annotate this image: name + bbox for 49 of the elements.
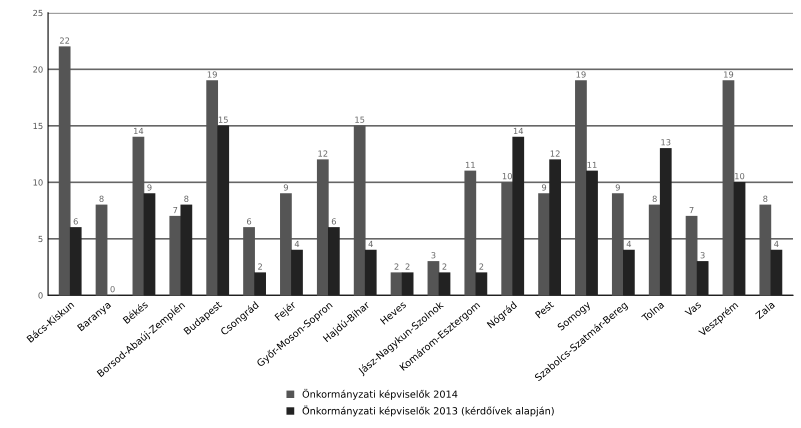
- y-tick-label: 0: [38, 292, 43, 299]
- data-label: 9: [147, 184, 152, 191]
- y-tick-label: 15: [34, 122, 42, 130]
- data-label: 10: [735, 173, 744, 180]
- data-label: 19: [576, 71, 586, 78]
- legend-label: Önkormányzati képviselők 2014: [302, 388, 458, 400]
- data-label: 3: [431, 252, 436, 258]
- data-label: 10: [502, 173, 512, 180]
- data-label: 15: [355, 116, 364, 123]
- data-label: 11: [466, 162, 475, 168]
- data-label: 19: [208, 71, 217, 78]
- data-label: 12: [550, 150, 560, 157]
- data-label: 4: [774, 240, 779, 247]
- data-label: 4: [368, 240, 373, 247]
- data-label: 4: [626, 240, 632, 247]
- data-label: 19: [724, 71, 734, 78]
- data-label: 11: [588, 162, 597, 168]
- data-label: 12: [318, 150, 328, 157]
- data-label: 4: [294, 240, 300, 247]
- data-label: 0: [110, 286, 115, 292]
- data-label: 2: [258, 263, 262, 270]
- data-label: 13: [661, 139, 670, 146]
- x-tick-label: Zala: [754, 300, 776, 320]
- y-tick-label: 10: [34, 179, 43, 186]
- data-label: 14: [514, 128, 524, 134]
- data-label: 6: [332, 218, 336, 225]
- y-tick-label: 20: [33, 66, 43, 73]
- data-label: 15: [218, 116, 228, 123]
- data-label: 3: [700, 252, 705, 258]
- data-label: 2: [442, 263, 446, 270]
- data-label: 9: [542, 184, 546, 191]
- data-label: 8: [184, 196, 188, 202]
- data-label: 9: [616, 184, 620, 191]
- data-label: 2: [406, 263, 410, 270]
- data-label: 2: [479, 263, 484, 270]
- data-label: 9: [284, 184, 288, 191]
- y-tick-label: 25: [33, 10, 42, 16]
- data-label: 2: [394, 263, 398, 270]
- data-label: 6: [74, 218, 78, 225]
- y-tick-label: 5: [38, 236, 42, 242]
- data-label: 8: [763, 196, 768, 202]
- data-label: 6: [246, 218, 252, 225]
- data-label: 8: [99, 196, 104, 202]
- data-label: 7: [173, 207, 178, 214]
- data-label: 7: [690, 207, 694, 214]
- data-label: 14: [134, 128, 144, 134]
- data-label: 22: [60, 37, 70, 44]
- data-label: 8: [652, 196, 657, 202]
- legend-label: Önkormányzati képviselők 2013 (kérdőívek alapján): [302, 406, 554, 416]
